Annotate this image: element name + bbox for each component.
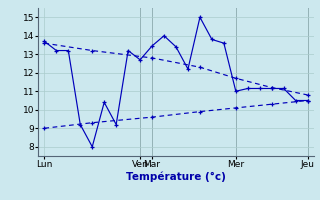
X-axis label: Température (°c): Température (°c): [126, 172, 226, 182]
